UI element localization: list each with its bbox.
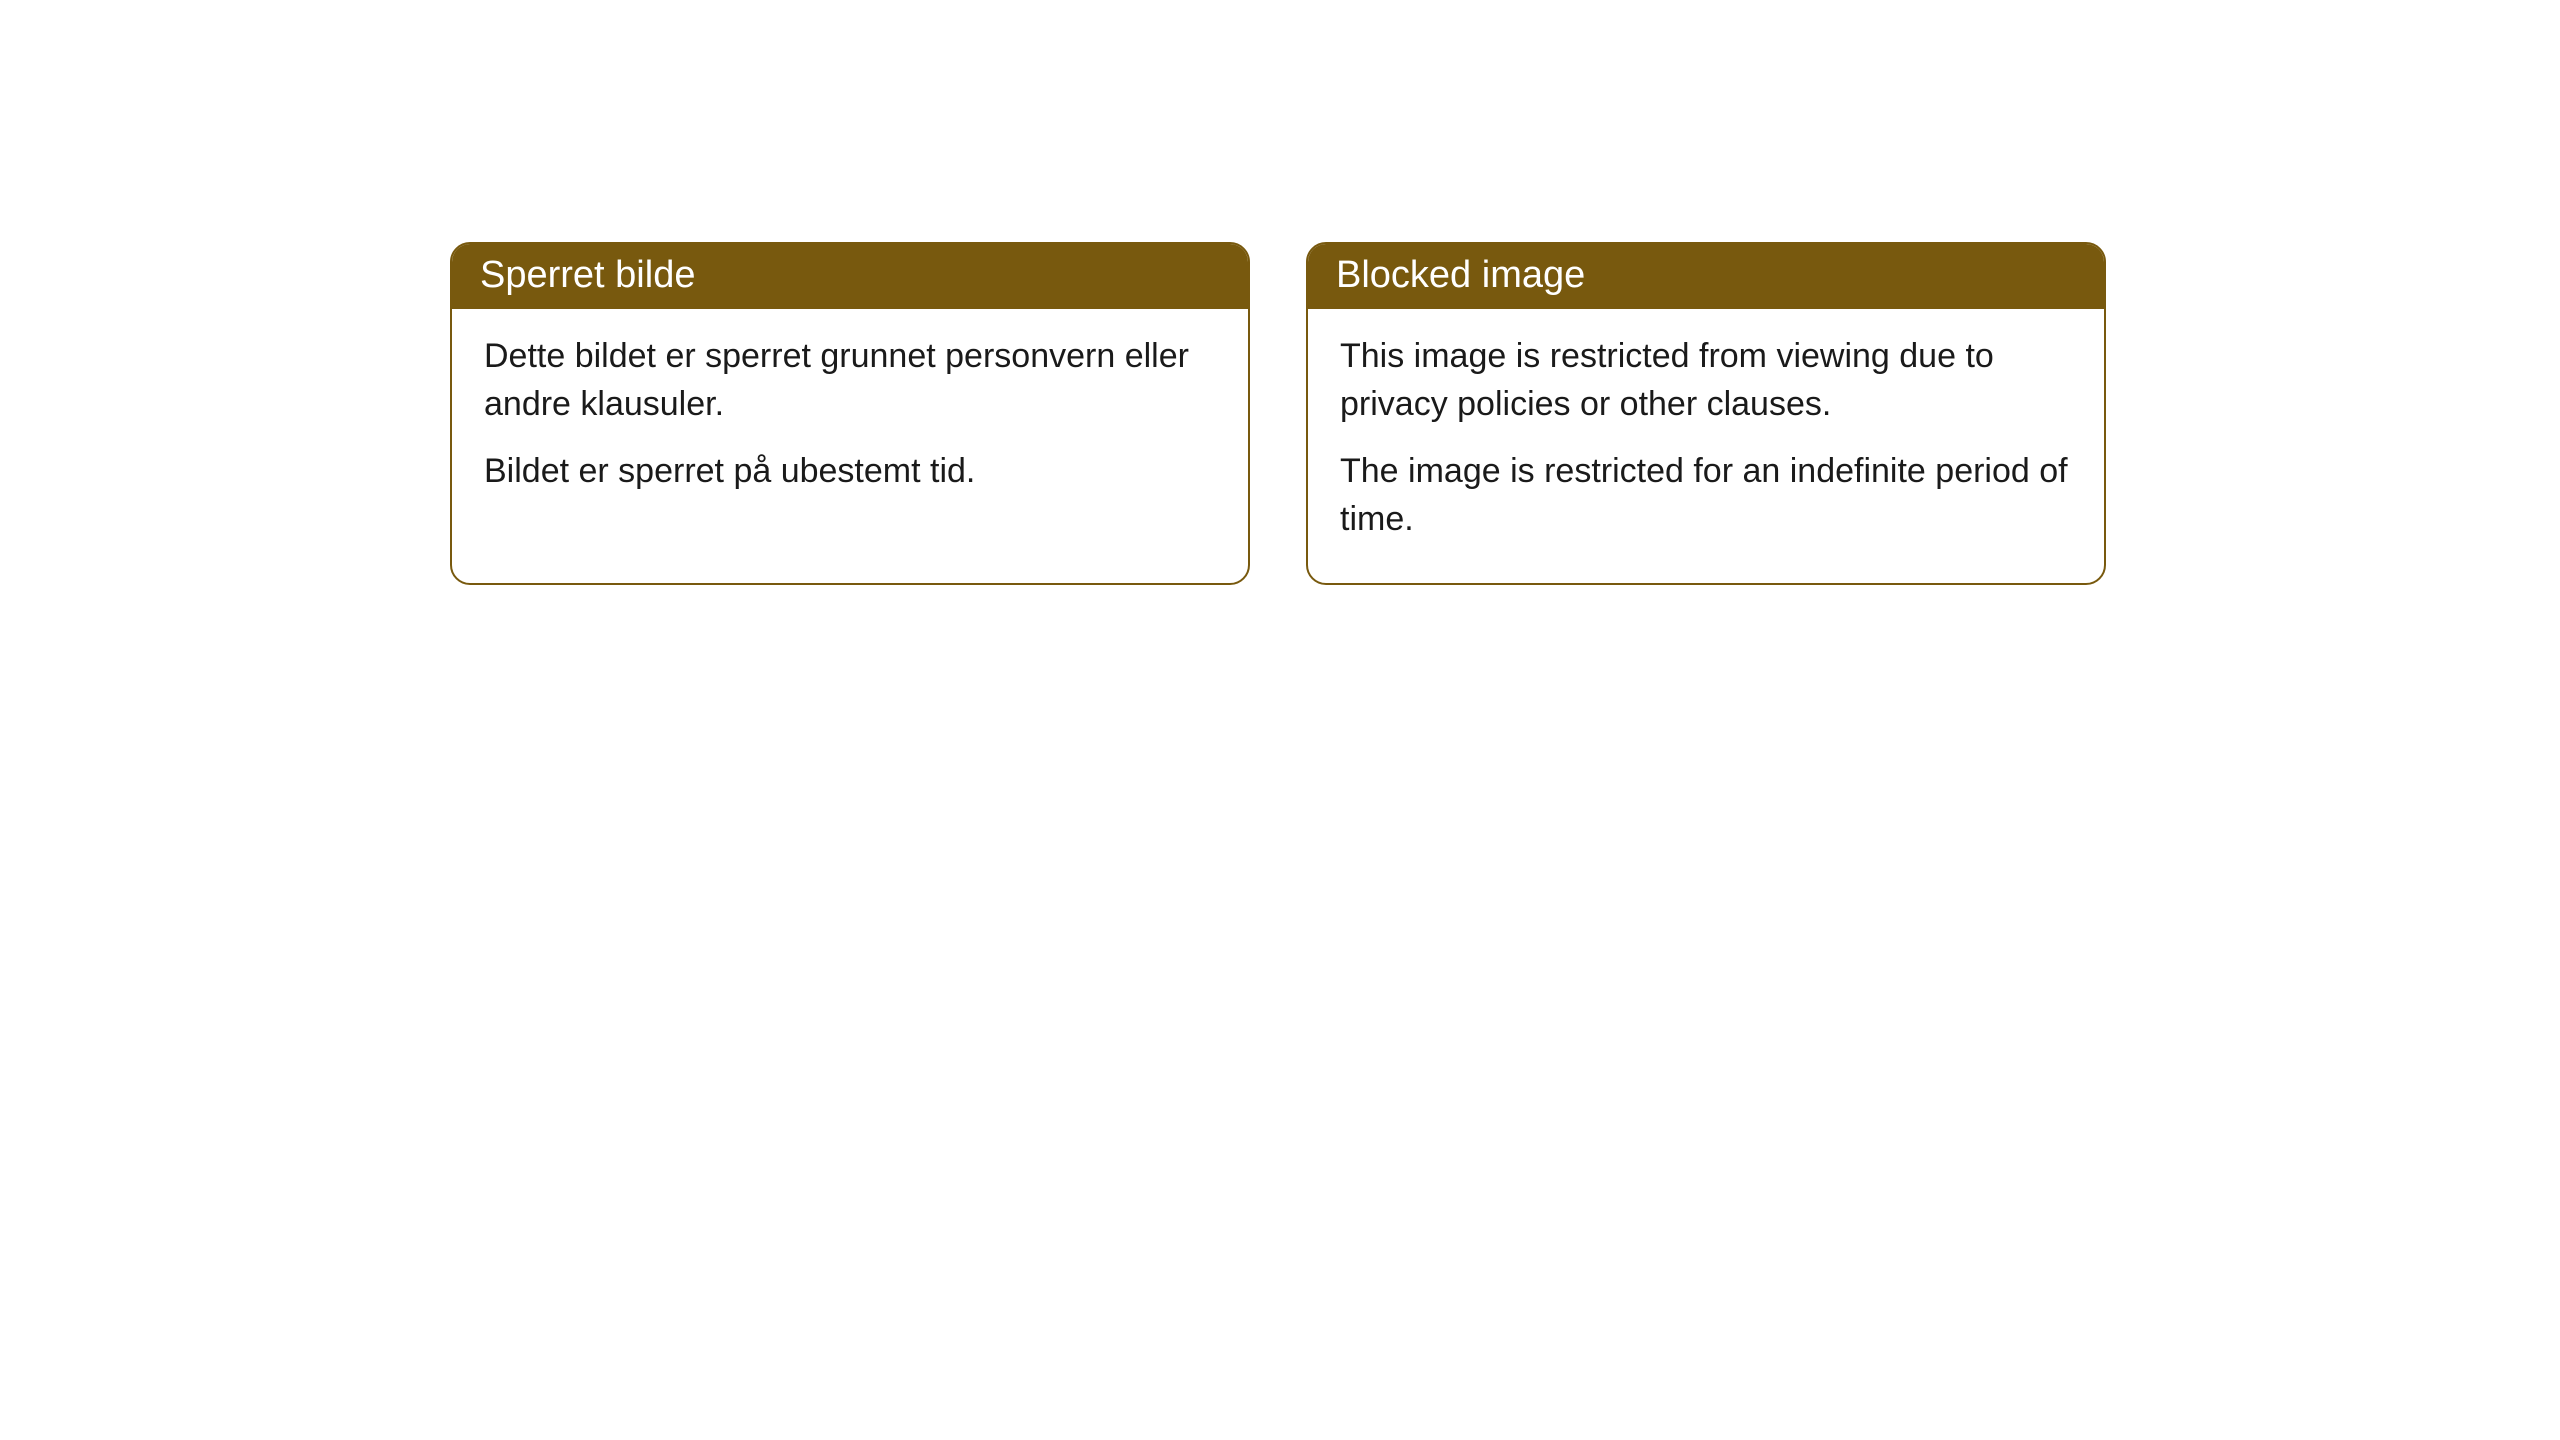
card-header: Blocked image: [1308, 244, 2104, 309]
card-paragraph: This image is restricted from viewing du…: [1340, 333, 2072, 428]
card-body: Dette bildet er sperret grunnet personve…: [452, 309, 1248, 536]
notice-cards-container: Sperret bilde Dette bildet er sperret gr…: [450, 242, 2106, 585]
notice-card-norwegian: Sperret bilde Dette bildet er sperret gr…: [450, 242, 1250, 585]
card-header: Sperret bilde: [452, 244, 1248, 309]
card-body: This image is restricted from viewing du…: [1308, 309, 2104, 583]
card-title: Sperret bilde: [480, 254, 695, 296]
card-paragraph: The image is restricted for an indefinit…: [1340, 448, 2072, 543]
card-paragraph: Dette bildet er sperret grunnet personve…: [484, 333, 1216, 428]
card-title: Blocked image: [1336, 254, 1585, 296]
notice-card-english: Blocked image This image is restricted f…: [1306, 242, 2106, 585]
card-paragraph: Bildet er sperret på ubestemt tid.: [484, 448, 1216, 496]
